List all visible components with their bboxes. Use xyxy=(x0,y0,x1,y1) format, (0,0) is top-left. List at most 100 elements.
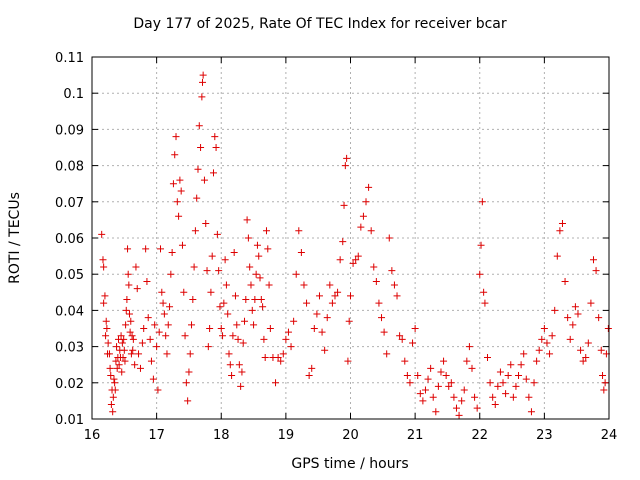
data-point xyxy=(117,332,125,340)
y-tick-label: 0.01 xyxy=(55,413,84,428)
data-point xyxy=(597,346,605,354)
data-point xyxy=(362,198,370,206)
data-point xyxy=(164,321,172,329)
data-point xyxy=(318,328,326,336)
data-point xyxy=(103,325,111,332)
data-point xyxy=(234,335,242,343)
y-tick-label: 0.05 xyxy=(55,268,84,283)
data-point xyxy=(321,346,329,354)
data-point xyxy=(104,339,112,347)
data-point xyxy=(334,288,342,296)
data-point xyxy=(136,364,144,372)
data-point xyxy=(127,317,135,325)
data-point xyxy=(499,379,507,387)
data-point xyxy=(125,281,133,289)
data-point xyxy=(481,299,489,307)
data-point xyxy=(163,350,171,358)
axis-ticks: 16 17 18 19 20 21 22 23 24 0.01 0.02 0.03 0.04 0.05 0.… xyxy=(55,51,617,443)
data-point xyxy=(367,227,375,235)
data-point xyxy=(344,357,352,365)
data-point xyxy=(222,281,230,289)
data-point xyxy=(543,339,551,347)
data-point xyxy=(486,379,494,387)
data-point xyxy=(188,321,196,329)
data-point xyxy=(238,368,246,376)
data-point xyxy=(287,343,295,351)
data-point xyxy=(284,328,292,336)
data-point xyxy=(437,368,445,376)
data-point xyxy=(564,314,572,322)
data-point xyxy=(199,71,207,79)
data-point xyxy=(225,350,233,358)
data-point xyxy=(233,321,241,329)
data-point xyxy=(129,335,137,343)
data-point xyxy=(303,299,311,307)
data-point xyxy=(424,375,432,383)
data-point xyxy=(255,252,263,260)
data-point xyxy=(220,299,228,307)
data-point xyxy=(116,353,124,361)
data-point xyxy=(434,382,442,390)
data-point xyxy=(401,357,409,365)
data-point xyxy=(250,321,258,329)
data-point xyxy=(339,238,347,246)
data-point xyxy=(246,263,254,271)
data-point xyxy=(106,364,114,372)
data-point xyxy=(592,267,600,275)
data-point xyxy=(300,281,308,289)
data-point xyxy=(272,379,280,387)
data-point xyxy=(247,281,255,289)
data-point xyxy=(198,93,206,101)
data-point xyxy=(126,328,134,336)
data-point xyxy=(427,364,435,372)
data-point xyxy=(231,292,239,300)
data-point xyxy=(347,292,354,300)
y-tick-label: 0.11 xyxy=(55,51,84,66)
data-point xyxy=(147,357,155,365)
data-point xyxy=(221,256,229,264)
data-points xyxy=(98,71,612,419)
data-point xyxy=(440,357,448,365)
data-point xyxy=(452,404,460,412)
data-point xyxy=(211,133,219,141)
data-point xyxy=(110,375,118,383)
data-point xyxy=(476,270,484,278)
data-point xyxy=(478,198,486,206)
data-point xyxy=(224,310,232,318)
data-point xyxy=(120,346,128,354)
data-point xyxy=(186,350,194,358)
y-tick-label: 0.07 xyxy=(55,196,84,211)
data-point xyxy=(502,390,510,398)
data-point xyxy=(468,364,476,372)
data-point xyxy=(383,350,391,358)
data-point xyxy=(515,372,523,380)
data-point xyxy=(191,227,199,235)
data-point xyxy=(209,169,217,177)
data-point xyxy=(118,368,126,376)
x-tick-label: 22 xyxy=(471,428,488,443)
data-point xyxy=(248,306,256,314)
data-point xyxy=(569,321,577,329)
data-point xyxy=(184,397,192,405)
data-point xyxy=(349,259,357,267)
data-point xyxy=(331,292,339,300)
data-point xyxy=(202,220,210,228)
data-point xyxy=(216,303,224,311)
data-point xyxy=(558,220,566,228)
data-point xyxy=(326,281,334,289)
data-point xyxy=(587,299,595,307)
data-point xyxy=(239,339,247,347)
data-point xyxy=(243,216,251,224)
data-point xyxy=(517,361,525,369)
y-tick-label: 0.06 xyxy=(55,232,84,247)
data-point xyxy=(190,263,198,271)
data-point xyxy=(153,343,161,351)
data-point xyxy=(260,335,268,343)
data-point xyxy=(113,343,121,351)
data-point xyxy=(162,332,170,340)
data-point xyxy=(477,241,485,249)
data-point xyxy=(228,372,236,380)
data-point xyxy=(398,335,406,343)
data-point xyxy=(242,296,250,304)
x-tick-label: 17 xyxy=(148,428,165,443)
